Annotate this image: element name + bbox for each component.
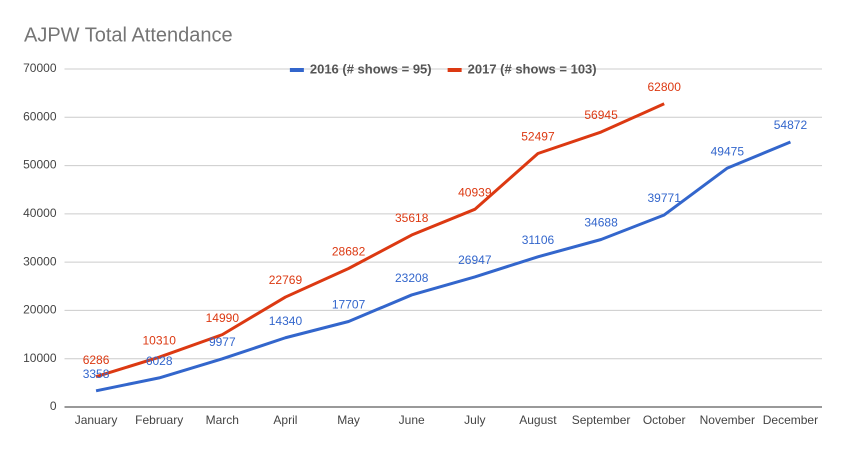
x-tick-label: July: [464, 413, 485, 427]
data-label: 14990: [206, 311, 240, 325]
x-tick-label: December: [763, 413, 818, 427]
data-label: 40939: [458, 185, 492, 199]
data-label: 56945: [584, 108, 618, 122]
legend-label: 2016 (# shows = 95): [310, 61, 432, 76]
x-tick-label: August: [519, 413, 557, 427]
data-label: 22769: [269, 273, 303, 287]
data-label: 49475: [711, 144, 745, 158]
x-tick-label: June: [399, 413, 425, 427]
x-tick-label: January: [75, 413, 118, 427]
x-tick-label: May: [337, 413, 360, 427]
x-tick-label: March: [206, 413, 239, 427]
data-label: 17707: [332, 298, 366, 312]
data-label: 34688: [584, 216, 618, 230]
x-tick-label: February: [135, 413, 183, 427]
series-line: [95, 140, 792, 393]
x-tick-label: September: [572, 413, 631, 427]
data-label: 39771: [648, 191, 682, 205]
y-tick-label: 60000: [23, 109, 57, 123]
data-label: 10310: [143, 333, 177, 347]
y-tick-label: 40000: [23, 206, 57, 220]
data-label: 35618: [395, 211, 429, 225]
y-tick-label: 50000: [23, 158, 57, 172]
y-tick-label: 30000: [23, 254, 57, 268]
x-tick-label: April: [273, 413, 297, 427]
data-label: 26947: [458, 253, 492, 267]
y-tick-label: 70000: [23, 61, 57, 75]
data-label: 3358: [83, 367, 110, 381]
data-label: 6286: [83, 353, 110, 367]
chart-title: AJPW Total Attendance: [24, 24, 233, 46]
legend-label: 2017 (# shows = 103): [468, 61, 597, 76]
data-label: 52497: [521, 130, 555, 144]
y-tick-label: 20000: [23, 303, 57, 317]
data-label: 14340: [269, 314, 303, 328]
y-tick-label: 0: [50, 399, 57, 413]
data-label: 54872: [774, 118, 808, 132]
data-label: 6028: [146, 354, 173, 368]
data-label: 31106: [522, 233, 555, 247]
data-label: 62800: [648, 80, 682, 94]
y-tick-label: 10000: [23, 351, 57, 365]
x-tick-label: October: [643, 413, 686, 427]
x-tick-label: November: [700, 413, 755, 427]
data-label: 28682: [332, 245, 366, 259]
data-label: 23208: [395, 271, 429, 285]
data-label: 9977: [209, 335, 236, 349]
series-line: [95, 102, 665, 379]
